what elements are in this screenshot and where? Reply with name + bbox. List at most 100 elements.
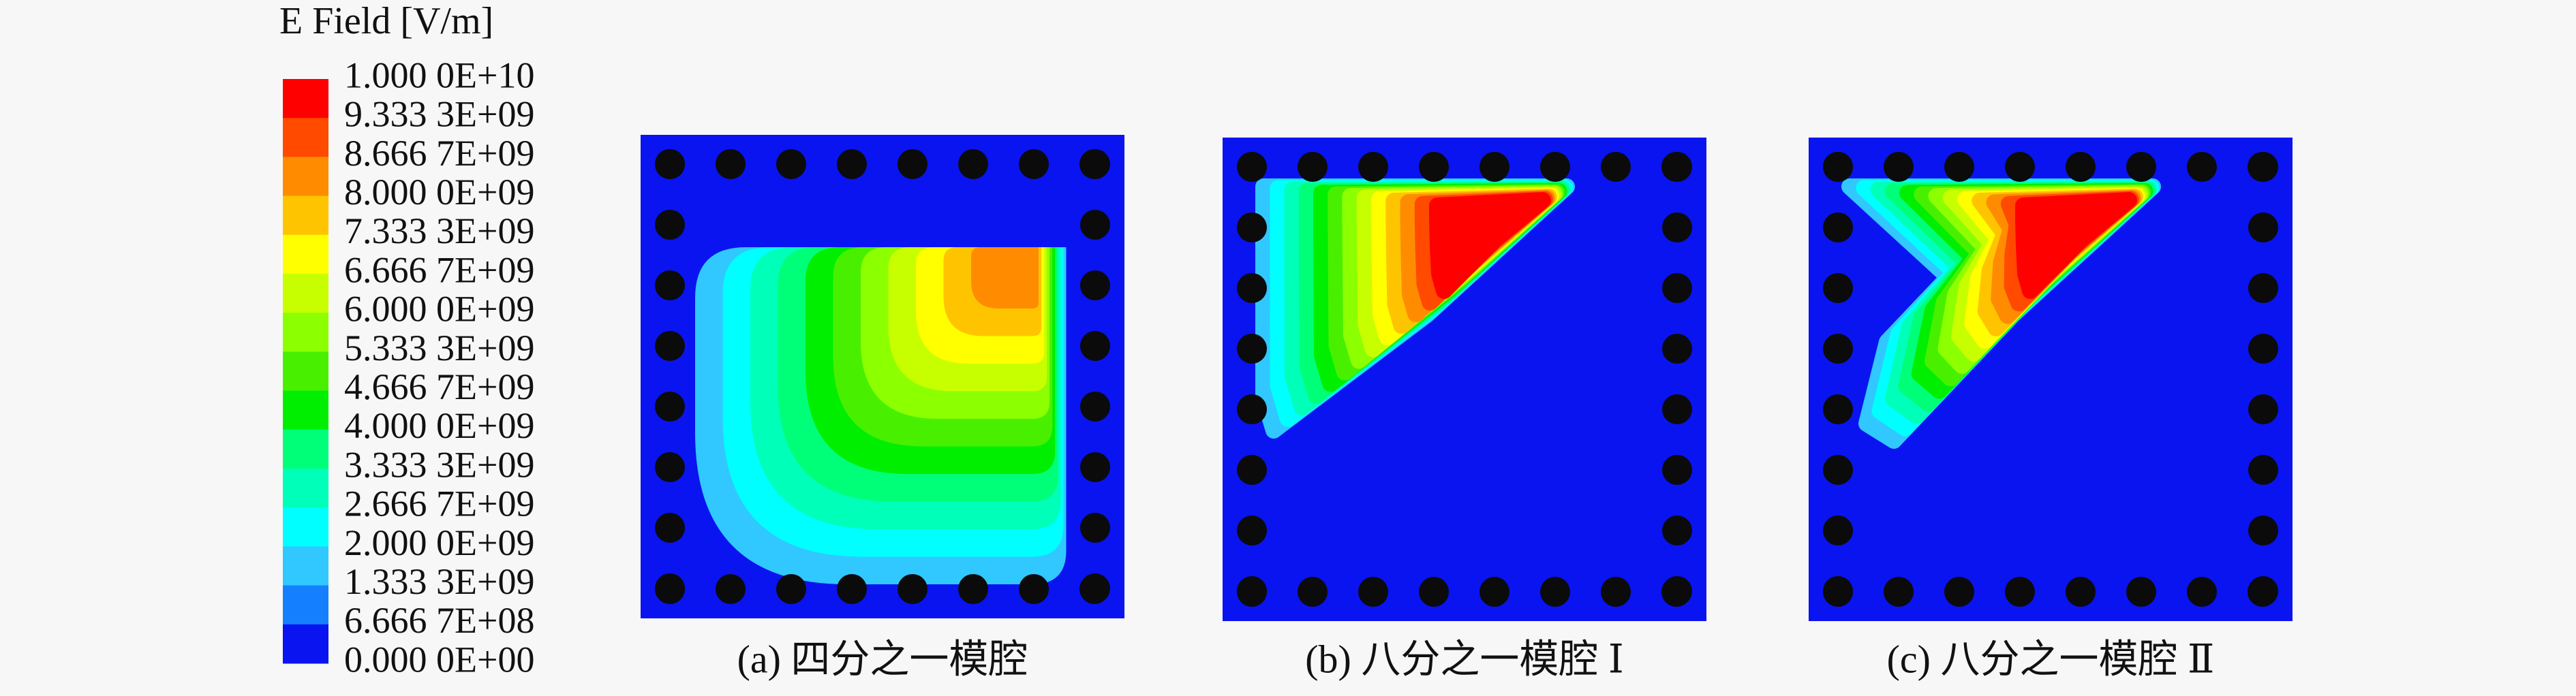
holes — [1237, 152, 1692, 607]
colorbar-label: 8.000 0E+09 — [344, 172, 534, 212]
hole — [1019, 574, 1049, 604]
field-level — [1429, 192, 1551, 299]
field-panel — [1809, 138, 2293, 621]
colorbar-band — [283, 79, 328, 118]
hole — [1661, 152, 1691, 182]
hole — [1884, 577, 1914, 607]
colorbar-label: 6.666 7E+09 — [344, 249, 534, 290]
hole — [1080, 270, 1110, 300]
colorbar-label: 1.333 3E+09 — [344, 561, 534, 602]
field-panel — [1223, 138, 1706, 621]
colorbar-band — [283, 390, 328, 430]
hole — [2248, 212, 2278, 242]
hole — [776, 149, 806, 179]
hole — [2248, 455, 2278, 485]
hole — [958, 149, 988, 179]
hole — [1662, 576, 1692, 606]
hole — [1823, 455, 1853, 485]
hole — [1662, 273, 1692, 303]
hole — [2126, 577, 2156, 607]
panel-caption: (c) 八分之一模腔 Ⅱ — [1887, 637, 2215, 681]
hole — [1358, 152, 1388, 182]
hole — [1662, 516, 1692, 545]
hole — [776, 574, 806, 604]
hole — [1823, 152, 1853, 182]
colorbar-label: 6.000 0E+09 — [344, 289, 534, 330]
colorbar-band — [283, 429, 328, 469]
colorbar-label: 5.333 3E+09 — [344, 328, 534, 368]
hole — [2248, 152, 2278, 182]
hole — [655, 452, 685, 482]
hole — [655, 392, 685, 422]
hole — [655, 331, 685, 361]
hole — [1823, 273, 1853, 303]
hole — [1419, 152, 1449, 182]
hole — [1298, 577, 1328, 607]
colorbar-band — [283, 234, 328, 274]
field-panel — [641, 135, 1124, 618]
hole — [1823, 516, 1853, 545]
colorbar-band — [283, 118, 328, 157]
holes — [1823, 152, 2278, 607]
hole — [2005, 577, 2035, 607]
hole — [1662, 455, 1692, 485]
colorbar-band — [283, 507, 328, 547]
colorbar-band — [283, 546, 328, 586]
field-contours — [695, 247, 1067, 584]
colorbar-band — [283, 313, 328, 352]
colorbar-label: 8.666 7E+09 — [344, 133, 534, 174]
colorbar-band — [283, 195, 328, 236]
colorbar-band — [283, 585, 328, 625]
hole — [1080, 392, 1110, 422]
hole — [1079, 149, 1109, 179]
hole — [1080, 210, 1110, 240]
hole — [1823, 576, 1853, 606]
colorbar-label: 1.000 0E+10 — [344, 54, 534, 95]
field-level — [2015, 192, 2137, 299]
hole — [2005, 152, 2035, 182]
colorbar-band — [283, 469, 328, 508]
hole — [1019, 149, 1049, 179]
field-contours — [1841, 178, 2161, 449]
hole — [1237, 212, 1267, 242]
hole — [2126, 152, 2156, 182]
hole — [1823, 334, 1853, 364]
colorbar-label: 3.333 3E+09 — [344, 444, 534, 485]
hole — [837, 149, 867, 179]
colorbar-band — [283, 624, 328, 664]
hole — [1237, 576, 1267, 606]
colorbar-label: 4.000 0E+09 — [344, 405, 534, 446]
hole — [1944, 152, 1974, 182]
hole — [1944, 577, 1974, 607]
hole — [1237, 152, 1267, 182]
hole — [1237, 516, 1267, 545]
hole — [1601, 152, 1631, 182]
hole — [2248, 516, 2278, 545]
colorbar-band — [283, 274, 328, 313]
hole — [898, 149, 927, 179]
panel-caption: (a) 四分之一模腔 — [737, 637, 1028, 681]
hole — [1080, 452, 1110, 482]
hole — [2066, 577, 2096, 607]
hole — [1237, 394, 1267, 424]
hole — [1479, 152, 1509, 182]
hole — [1823, 212, 1853, 242]
hole — [655, 573, 685, 603]
hole — [2187, 152, 2217, 182]
hole — [1540, 152, 1570, 182]
colorbar-label: 4.666 7E+09 — [344, 366, 534, 407]
colorbar: 1.000 0E+109.333 3E+098.666 7E+098.000 0… — [283, 54, 534, 680]
hole — [655, 149, 685, 179]
hole — [1080, 573, 1110, 603]
hole — [1823, 394, 1853, 424]
hole — [1540, 577, 1570, 607]
hole — [2066, 152, 2096, 182]
hole — [1884, 152, 1914, 182]
hole — [1479, 577, 1509, 607]
colorbar-label: 2.666 7E+09 — [344, 484, 534, 524]
hole — [1237, 334, 1267, 364]
hole — [716, 574, 746, 604]
hole — [1662, 334, 1692, 364]
colorbar-label: 0.000 0E+00 — [344, 639, 534, 680]
hole — [655, 270, 685, 300]
